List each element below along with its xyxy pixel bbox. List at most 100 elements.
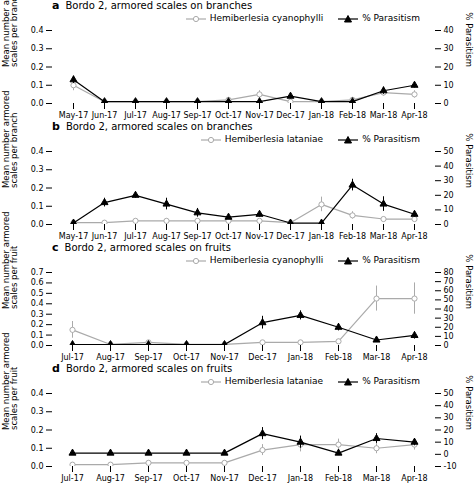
svg-text:50: 50	[444, 295, 454, 304]
svg-text:Feb-18: Feb-18	[325, 353, 352, 362]
svg-text:% Parasitism: % Parasitism	[464, 12, 474, 67]
svg-text:Mar-18: Mar-18	[363, 474, 391, 483]
svg-text:Dec-17: Dec-17	[248, 474, 277, 483]
svg-text:Aug-17: Aug-17	[96, 353, 125, 362]
svg-text:Oct-17: Oct-17	[173, 353, 200, 362]
svg-text:Dec-17: Dec-17	[248, 353, 277, 362]
svg-text:20: 20	[444, 191, 454, 200]
svg-text:0.4: 0.4	[31, 147, 44, 156]
svg-text:Feb-18: Feb-18	[325, 474, 352, 483]
svg-text:70: 70	[444, 277, 454, 286]
svg-text:0.2: 0.2	[31, 184, 44, 193]
svg-text:0.0: 0.0	[31, 341, 44, 350]
svg-text:Jun-17: Jun-17	[91, 232, 118, 241]
svg-text:Nov-17: Nov-17	[210, 474, 238, 483]
svg-text:Oct-17: Oct-17	[173, 474, 200, 483]
svg-text:Jul-17: Jul-17	[60, 353, 84, 362]
svg-text:30: 30	[444, 44, 454, 53]
svg-text:Oct-17: Oct-17	[215, 232, 242, 241]
svg-text:Sep-17: Sep-17	[183, 232, 211, 241]
svg-text:Sep-17: Sep-17	[134, 353, 162, 362]
svg-text:40: 40	[444, 162, 454, 171]
svg-text:Jan-18: Jan-18	[287, 353, 313, 362]
svg-text:Jan-18: Jan-18	[308, 232, 334, 241]
svg-text:0.4: 0.4	[31, 26, 44, 35]
svg-text:20: 20	[444, 426, 454, 435]
svg-text:Mar-18: Mar-18	[370, 232, 398, 241]
svg-text:0.1: 0.1	[31, 444, 44, 453]
svg-text:Oct-17: Oct-17	[215, 111, 242, 120]
svg-text:% Parasitism: % Parasitism	[464, 133, 474, 188]
svg-text:Apr-18: Apr-18	[401, 232, 427, 241]
svg-text:0: 0	[444, 99, 449, 108]
svg-text:Apr-18: Apr-18	[401, 474, 427, 483]
svg-text:Feb-18: Feb-18	[339, 232, 366, 241]
svg-text:30: 30	[444, 413, 454, 422]
svg-text:Feb-18: Feb-18	[339, 111, 366, 120]
svg-text:0.1: 0.1	[31, 331, 44, 340]
svg-text:Jul-17: Jul-17	[123, 111, 147, 120]
svg-text:60: 60	[444, 286, 454, 295]
svg-text:Mar-18: Mar-18	[370, 111, 398, 120]
svg-text:10: 10	[444, 438, 454, 447]
svg-text:Nov-17: Nov-17	[245, 232, 273, 241]
svg-text:Sep-17: Sep-17	[134, 474, 162, 483]
svg-text:40: 40	[444, 305, 454, 314]
svg-text:0.3: 0.3	[31, 310, 44, 319]
svg-text:0.1: 0.1	[31, 81, 44, 90]
svg-text:0.4: 0.4	[31, 299, 44, 308]
svg-text:10: 10	[444, 332, 454, 341]
svg-text:0.7: 0.7	[31, 268, 44, 277]
svg-text:20: 20	[444, 323, 454, 332]
svg-text:0: 0	[444, 220, 449, 229]
svg-text:Aug-17: Aug-17	[96, 474, 125, 483]
svg-text:Nov-17: Nov-17	[210, 353, 238, 362]
svg-text:0.3: 0.3	[31, 407, 44, 416]
svg-text:Mean number armoredscales per: Mean number armoredscales per fruit	[1, 211, 20, 309]
svg-text:Nov-17: Nov-17	[245, 111, 273, 120]
svg-text:Mean number armoredscales per: Mean number armoredscales per branch	[1, 0, 20, 67]
svg-text:0.1: 0.1	[31, 202, 44, 211]
svg-text:0.0: 0.0	[31, 99, 44, 108]
svg-text:Mar-18: Mar-18	[363, 353, 391, 362]
svg-text:Jan-18: Jan-18	[287, 474, 313, 483]
svg-text:0.2: 0.2	[31, 320, 44, 329]
svg-text:30: 30	[444, 314, 454, 323]
svg-text:Jun-17: Jun-17	[91, 111, 118, 120]
svg-text:0.0: 0.0	[31, 462, 44, 471]
svg-text:0: 0	[444, 450, 449, 459]
svg-text:0.4: 0.4	[31, 389, 44, 398]
svg-text:Mean number armoredscales per: Mean number armoredscales per branch	[1, 90, 20, 188]
svg-text:0.6: 0.6	[31, 278, 44, 287]
svg-text:0.3: 0.3	[31, 165, 44, 174]
svg-text:40: 40	[444, 401, 454, 410]
svg-text:-10: -10	[444, 462, 457, 471]
svg-text:% Parasitism: % Parasitism	[464, 375, 474, 430]
svg-text:50: 50	[444, 389, 454, 398]
svg-text:Sep-17: Sep-17	[183, 111, 211, 120]
svg-text:Mean number armoredscales per: Mean number armoredscales per fruit	[1, 332, 20, 430]
svg-text:Aug-17: Aug-17	[152, 111, 181, 120]
svg-text:30: 30	[444, 176, 454, 185]
svg-text:Jul-17: Jul-17	[60, 474, 84, 483]
svg-text:Jan-18: Jan-18	[308, 111, 334, 120]
svg-text:0.3: 0.3	[31, 44, 44, 53]
svg-text:40: 40	[444, 26, 454, 35]
svg-text:20: 20	[444, 63, 454, 72]
svg-text:0: 0	[444, 341, 449, 350]
svg-text:Dec-17: Dec-17	[276, 111, 305, 120]
svg-text:10: 10	[444, 81, 454, 90]
svg-text:Jul-17: Jul-17	[123, 232, 147, 241]
svg-text:0.0: 0.0	[31, 220, 44, 229]
svg-text:Dec-17: Dec-17	[276, 232, 305, 241]
svg-text:50: 50	[444, 147, 454, 156]
svg-text:0.2: 0.2	[31, 426, 44, 435]
svg-text:Apr-18: Apr-18	[401, 353, 427, 362]
svg-text:0.5: 0.5	[31, 289, 44, 298]
svg-text:80: 80	[444, 268, 454, 277]
svg-text:% Parasitism: % Parasitism	[464, 254, 474, 309]
svg-text:May-17: May-17	[59, 111, 88, 120]
svg-text:Aug-17: Aug-17	[152, 232, 181, 241]
svg-text:Apr-18: Apr-18	[401, 111, 427, 120]
svg-text:10: 10	[444, 205, 454, 214]
